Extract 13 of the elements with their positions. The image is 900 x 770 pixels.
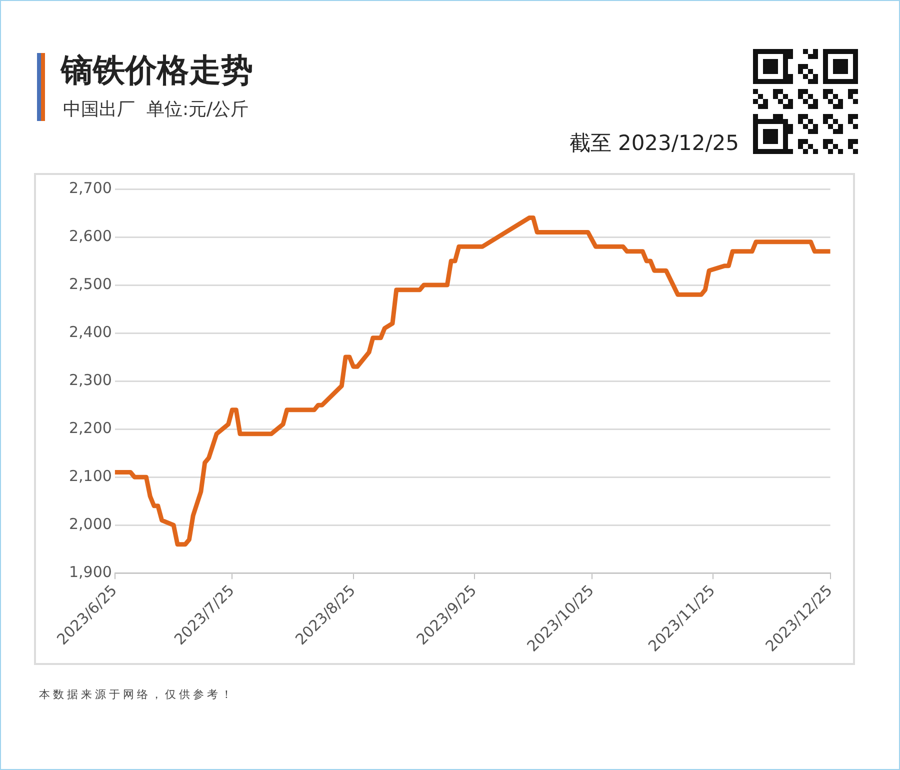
y-tick-label: 2,600 — [68, 226, 112, 245]
chart-title: 镝铁价格走势 — [61, 50, 253, 91]
chart-subtitle: 中国出厂 单位:元/公斤 — [63, 98, 249, 121]
y-tick-label: 2,100 — [68, 466, 112, 485]
y-tick-label: 1,900 — [68, 563, 112, 582]
text: 截至 2023/12/25 — [569, 130, 739, 157]
y-tick-label: 2,300 — [68, 370, 112, 389]
y-tick-label: 2,400 — [68, 322, 112, 341]
y-tick-label: 2,700 — [68, 178, 112, 197]
y-tick-label: 2,200 — [68, 418, 112, 437]
y-tick-label: 2,000 — [68, 515, 112, 534]
y-tick-label: 2,500 — [68, 274, 112, 293]
text: 本数据来源于网络，仅供参考！ — [39, 687, 235, 702]
